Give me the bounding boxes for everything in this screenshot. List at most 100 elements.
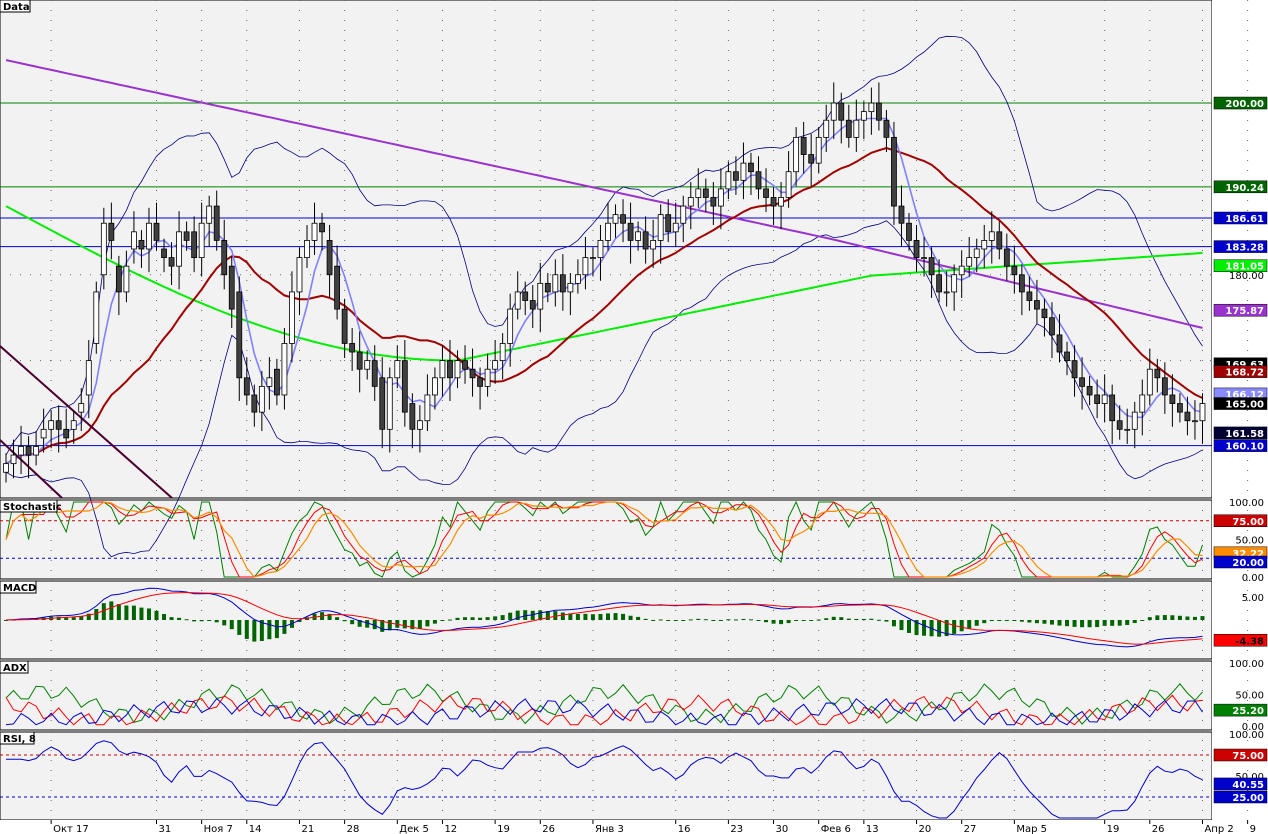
macd-bar-152 — [1147, 617, 1152, 620]
macd-bar-58 — [440, 620, 445, 621]
candle-body-128 — [966, 257, 973, 267]
price-value-tag-3: 168.72 — [1225, 368, 1264, 379]
candle-body-158 — [1192, 420, 1198, 423]
macd-bar-137 — [1034, 620, 1039, 624]
macd-bar-24 — [184, 619, 189, 621]
macd-bar-143 — [1080, 620, 1085, 628]
macd-bar-100 — [756, 620, 761, 621]
candle-body-74 — [559, 274, 566, 293]
macd-bar-20 — [154, 610, 159, 620]
macd-bar-87 — [658, 619, 663, 621]
candle-body-49 — [371, 360, 378, 387]
macd-bar-113 — [854, 618, 859, 620]
adx-line — [5, 697, 1203, 726]
candle-body-15 — [115, 265, 122, 293]
candle-body-10 — [78, 403, 85, 413]
macd-bar-148 — [1117, 620, 1122, 626]
macd-bar-69 — [523, 610, 528, 620]
candle-body-45 — [341, 308, 348, 344]
macd-bar-159 — [1200, 616, 1205, 620]
macd-bar-88 — [666, 620, 671, 621]
macd-bar-93 — [703, 619, 708, 621]
x-tick-label-1: 31 — [159, 824, 172, 834]
candle-body-53 — [401, 360, 408, 413]
x-tick-label-20: 26 — [1152, 824, 1165, 834]
candle-body-110 — [830, 102, 837, 121]
macd-bar-139 — [1049, 620, 1054, 625]
candle-body-0 — [3, 463, 9, 473]
rsi-tag-0: 75.00 — [1232, 751, 1264, 762]
candle-body-38 — [289, 291, 295, 344]
stochastic-panel[interactable] — [0, 499, 1213, 580]
x-tick-label-14: Фев 6 — [821, 824, 851, 834]
macd-bar-53 — [402, 620, 407, 629]
ma-fast-line — [5, 117, 1203, 465]
macd-bar-130 — [982, 620, 987, 624]
candle-body-112 — [845, 119, 852, 138]
macd-bar-131 — [989, 620, 994, 621]
macd-bar-25 — [192, 620, 197, 622]
candle-body-3 — [25, 446, 32, 456]
candle-body-135 — [1018, 274, 1025, 293]
rsi-ytick-0: 100.00 — [1229, 730, 1264, 741]
x-axis-strip — [0, 820, 1268, 834]
macd-bar-90 — [681, 619, 686, 621]
candle-body-159 — [1199, 403, 1206, 422]
macd-bar-124 — [937, 620, 942, 637]
x-tick-label-6: Дек 5 — [399, 824, 429, 834]
candle-body-26 — [198, 222, 205, 258]
candle-body-30 — [228, 265, 235, 310]
candle-body-98 — [740, 162, 747, 181]
candle-body-62 — [469, 368, 476, 379]
macd-bar-91 — [688, 619, 693, 621]
macd-bar-45 — [342, 620, 347, 622]
macd-bar-134 — [1012, 620, 1017, 621]
macd-bar-85 — [643, 618, 648, 620]
rsi-layer — [0, 740, 1212, 819]
candle-body-48 — [364, 360, 371, 370]
price-value-tag-6: 161.58 — [1225, 429, 1264, 440]
macd-bar-108 — [816, 619, 821, 621]
adx-ytick-0: 100.00 — [1229, 659, 1264, 670]
macd-bar-14 — [109, 601, 114, 620]
macd-bar-34 — [259, 620, 264, 641]
macd-bar-47 — [357, 620, 362, 627]
y-axis-strip — [1212, 0, 1268, 820]
x-tick-label-0: Окт 17 — [53, 824, 89, 834]
candle-body-1 — [10, 454, 17, 465]
candle-body-79 — [597, 240, 604, 258]
candle-body-76 — [575, 274, 581, 284]
macd-bar-114 — [861, 618, 866, 620]
macd-bar-67 — [508, 612, 513, 620]
macd-bar-74 — [560, 612, 565, 620]
macd-bar-70 — [530, 610, 535, 620]
candle-body-102 — [770, 197, 777, 207]
candle-body-109 — [823, 119, 830, 138]
macd-bar-43 — [327, 613, 332, 620]
macd-bar-32 — [244, 620, 249, 639]
stochastic-layer — [0, 500, 1212, 578]
candle-body-43 — [326, 240, 333, 276]
macd-bar-86 — [651, 619, 656, 621]
candle-body-13 — [100, 222, 107, 276]
macd-bar-64 — [485, 617, 490, 620]
adx-minus-line — [5, 694, 1203, 726]
macd-bar-135 — [1019, 620, 1024, 622]
macd-bar-18 — [139, 607, 144, 620]
candle-body-57 — [432, 377, 438, 396]
macd-bar-80 — [606, 613, 610, 620]
candle-body-34 — [258, 385, 265, 413]
candle-body-146 — [1101, 394, 1108, 404]
candle-body-137 — [1034, 300, 1040, 310]
candle-body-86 — [650, 240, 657, 250]
candle-body-116 — [876, 102, 882, 121]
macd-bar-140 — [1057, 620, 1062, 626]
macd-bar-77 — [583, 613, 588, 620]
candle-body-60 — [454, 360, 461, 379]
candle-body-125 — [943, 291, 950, 294]
macd-bar-84 — [636, 616, 641, 620]
rsi-panel[interactable] — [0, 731, 1213, 821]
candle-body-123 — [928, 257, 935, 276]
price-level-tag-4-box — [1213, 439, 1268, 452]
